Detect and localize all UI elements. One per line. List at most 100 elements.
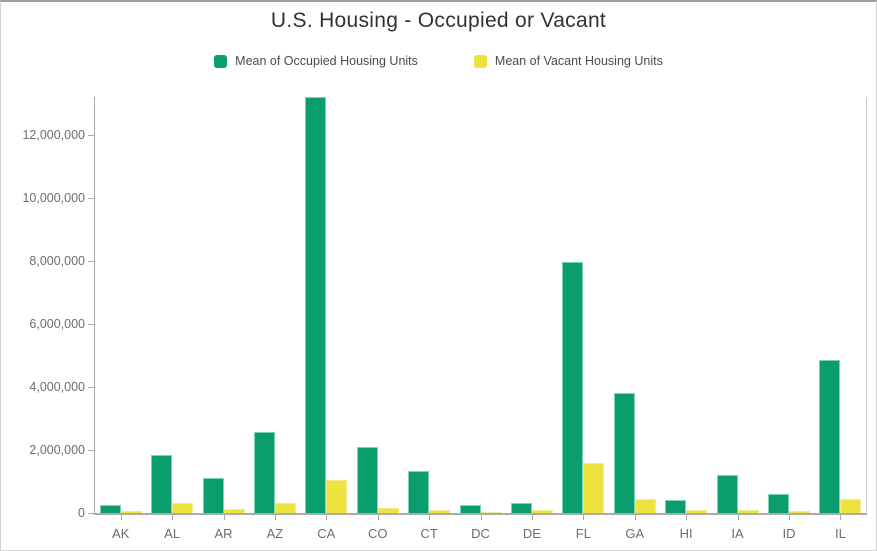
x-axis-label-ar: AR	[214, 526, 233, 541]
bar-vacant-ar[interactable]	[223, 508, 245, 513]
x-axis-tick	[634, 515, 636, 520]
bar-occupied-ga[interactable]	[613, 393, 635, 513]
y-axis-label: 4,000,000	[29, 380, 85, 395]
bar-vacant-ia[interactable]	[737, 509, 759, 513]
x-axis-tick	[531, 515, 533, 520]
bar-occupied-ct[interactable]	[408, 470, 430, 513]
x-axis-tick	[326, 515, 328, 520]
plot-area: 0 2,000,000 4,000,000 6,000,000 8,000,000 10,…	[22, 97, 867, 541]
bar-occupied-dc[interactable]	[459, 504, 481, 513]
legend-label-vacant: Mean of Vacant Housing Units	[494, 54, 663, 68]
bar-occupied-al[interactable]	[151, 455, 173, 513]
x-axis-tick	[429, 515, 431, 520]
bar-occupied-ak[interactable]	[99, 505, 121, 513]
bar-vacant-ak[interactable]	[120, 511, 142, 513]
bar-occupied-il[interactable]	[819, 360, 841, 513]
x-axis-label-ak: AK	[112, 526, 130, 541]
bar-occupied-ia[interactable]	[716, 474, 738, 513]
y-axis-tick	[88, 386, 94, 388]
bar-group-co: CO	[352, 97, 403, 541]
x-axis-label-de: DE	[522, 526, 541, 541]
y-axis-tick	[88, 197, 94, 199]
bar-vacant-de[interactable]	[531, 510, 553, 513]
bar-vacant-il[interactable]	[840, 498, 862, 513]
legend-swatch-vacant-icon	[473, 54, 487, 68]
bar-vacant-dc[interactable]	[480, 512, 502, 513]
bar-occupied-fl[interactable]	[562, 261, 584, 513]
bar-group-ia: IA	[712, 97, 763, 541]
y-axis-label: 6,000,000	[29, 317, 85, 332]
bar-group-fl: FL	[558, 97, 609, 541]
chart-legend: Mean of Occupied Housing Units Mean of V…	[1, 54, 876, 68]
x-axis-label-ga: GA	[625, 526, 645, 541]
bar-group-ga: GA	[609, 97, 660, 541]
x-axis-label-il: IL	[834, 526, 846, 541]
x-axis-tick	[377, 515, 379, 520]
x-axis-label-ct: CT	[420, 526, 438, 541]
bar-occupied-ca[interactable]	[305, 97, 327, 513]
x-axis-tick	[120, 515, 122, 520]
bar-group-az: AZ	[249, 97, 300, 541]
bar-group-id: ID	[763, 97, 814, 541]
bar-occupied-id[interactable]	[767, 494, 789, 513]
bar-vacant-ga[interactable]	[634, 499, 656, 513]
bar-occupied-co[interactable]	[356, 447, 378, 513]
bar-occupied-ar[interactable]	[202, 478, 224, 513]
bar-group-de: DE	[506, 97, 557, 541]
x-axis-tick	[480, 515, 482, 520]
bar-vacant-al[interactable]	[172, 502, 194, 513]
x-axis-tick	[274, 515, 276, 520]
y-axis-tick	[88, 512, 94, 514]
legend-item-vacant[interactable]: Mean of Vacant Housing Units	[473, 54, 663, 68]
bar-group-dc: DC	[455, 97, 506, 541]
bar-vacant-hi[interactable]	[686, 510, 708, 513]
bar-occupied-az[interactable]	[253, 432, 275, 513]
bar-group-hi: HI	[660, 97, 711, 541]
x-axis-tick	[840, 515, 842, 520]
bar-groups: AK AL AR AZ CA CO CT DC DE FL GA HI IA ID IL	[95, 97, 866, 541]
chart-title: U.S. Housing - Occupied or Vacant	[270, 9, 607, 32]
x-axis-label-ca: CA	[317, 526, 336, 541]
x-axis-label-dc: DC	[471, 526, 490, 541]
bar-vacant-id[interactable]	[788, 511, 810, 513]
y-axis-tick	[88, 260, 94, 262]
bar-occupied-de[interactable]	[510, 502, 532, 513]
bar-occupied-hi[interactable]	[665, 500, 687, 513]
x-axis-tick	[223, 515, 225, 520]
bar-group-ak: AK	[95, 97, 146, 541]
x-axis-label-id: ID	[782, 526, 796, 541]
y-axis-label: 0	[78, 506, 85, 520]
y-axis-label: 10,000,000	[22, 191, 85, 206]
x-axis-label-ia: IA	[731, 526, 744, 541]
bar-vacant-ct[interactable]	[429, 510, 451, 513]
y-axis-label: 12,000,000	[22, 128, 85, 143]
bar-group-ct: CT	[403, 97, 454, 541]
x-axis-label-al: AL	[164, 526, 181, 541]
legend-label-occupied: Mean of Occupied Housing Units	[235, 54, 418, 68]
x-axis-tick	[583, 515, 585, 520]
bar-vacant-fl[interactable]	[583, 463, 605, 513]
bar-group-al: AL	[146, 97, 197, 541]
y-axis-tick	[88, 134, 94, 136]
bar-vacant-co[interactable]	[377, 508, 399, 513]
bar-group-ar: AR	[198, 97, 249, 541]
x-axis-tick	[788, 515, 790, 520]
y-axis-tick	[88, 323, 94, 325]
x-axis-tick	[686, 515, 688, 520]
x-axis-tick	[172, 515, 174, 520]
bar-group-ca: CA	[301, 97, 352, 541]
bar-vacant-ca[interactable]	[326, 479, 348, 513]
x-axis-label-fl: FL	[575, 526, 591, 541]
y-axis-label: 8,000,000	[29, 254, 85, 269]
bar-group-il: IL	[815, 97, 866, 541]
x-axis-label-hi: HI	[679, 526, 693, 541]
bar-vacant-az[interactable]	[274, 502, 296, 513]
x-axis-label-az: AZ	[266, 526, 284, 541]
y-axis-label: 2,000,000	[29, 443, 85, 458]
legend-item-occupied[interactable]: Mean of Occupied Housing Units	[214, 54, 418, 68]
y-axis-tick	[88, 449, 94, 451]
x-axis-tick	[737, 515, 739, 520]
legend-swatch-occupied-icon	[214, 54, 228, 68]
x-axis-label-co: CO	[367, 526, 388, 541]
